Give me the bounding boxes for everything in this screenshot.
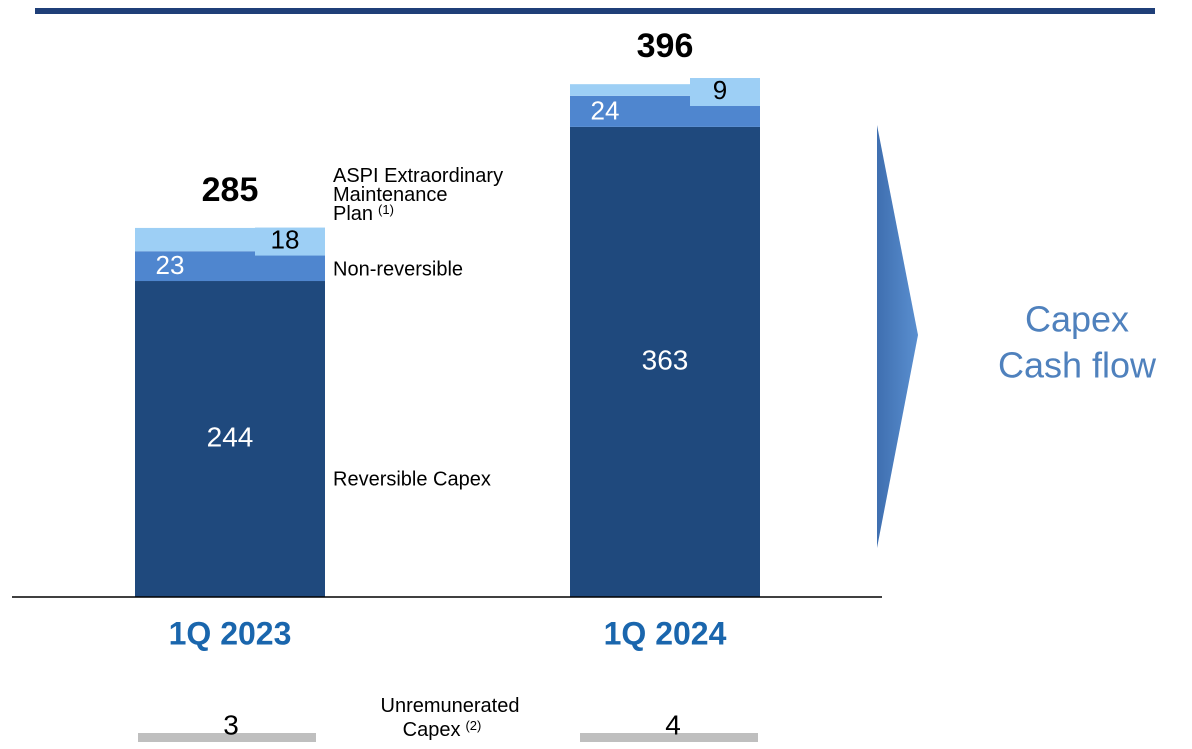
total-label: 285 <box>202 171 259 209</box>
value-label: 23 <box>156 250 185 280</box>
category-label: 1Q 2023 <box>169 615 292 651</box>
annotation: Capex <box>1025 299 1129 340</box>
label-box <box>135 252 205 281</box>
footnote: (1) <box>378 202 394 217</box>
bar-segment <box>570 126 760 597</box>
title-line: Capex <box>403 719 461 741</box>
value-label: 24 <box>591 95 620 125</box>
label-box <box>570 97 640 126</box>
unremunerated-bar <box>138 733 316 742</box>
series-label-line: ASPI Extraordinary <box>333 165 503 187</box>
label-box <box>255 227 325 256</box>
annotation: Cash flow <box>998 345 1157 386</box>
bar-segment <box>135 281 325 597</box>
category-label: 1Q 2024 <box>604 615 727 651</box>
footnote: (2) <box>465 718 481 733</box>
unremunerated-label: 3 <box>223 709 239 740</box>
label-box <box>690 78 760 107</box>
bar-segment <box>570 84 760 96</box>
value-label: 363 <box>642 344 689 375</box>
unremunerated-bar <box>580 733 758 742</box>
series-label: Reversible Capex <box>333 468 491 490</box>
series-label: ASPI Extraordinary Maintenance Plan (1) <box>333 165 503 225</box>
value-label: 244 <box>207 421 254 452</box>
series-label-line: Maintenance <box>333 184 448 206</box>
total-label: 396 <box>637 27 694 65</box>
arrow <box>877 125 918 548</box>
value-label: 18 <box>271 224 300 254</box>
value-label: 9 <box>713 75 727 105</box>
top-rule <box>35 8 1155 14</box>
series-label-line: Plan <box>333 203 373 225</box>
unremunerated-label: 4 <box>665 709 681 740</box>
unremunerated-title: Unremunerated Capex (2) <box>381 695 520 741</box>
series-label: Non-reversible <box>333 258 463 280</box>
title-line: Unremunerated <box>381 695 520 717</box>
